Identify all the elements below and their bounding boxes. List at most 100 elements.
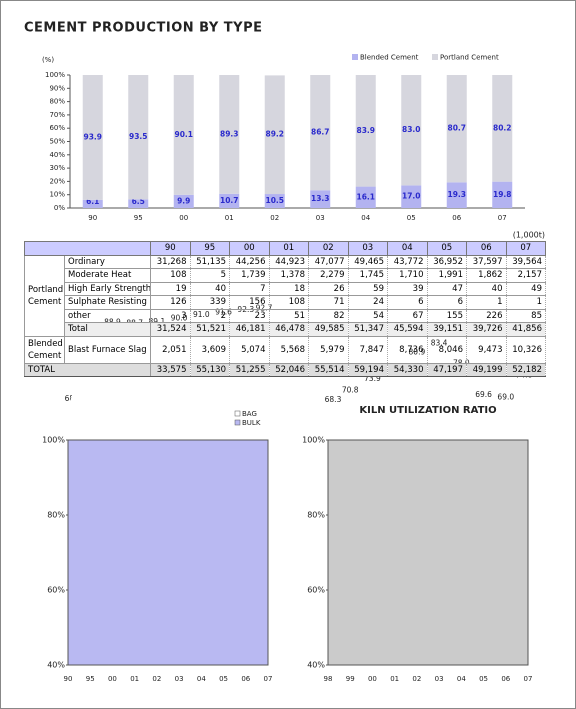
cell: 33,575 [150, 362, 191, 377]
x-tick-label: 00 [108, 675, 117, 683]
cell: 7 [229, 281, 270, 296]
cell: 156 [229, 295, 270, 310]
cell: 7,847 [347, 335, 388, 364]
cell: 9,473 [466, 335, 507, 364]
data-label: 69.6 [475, 390, 492, 399]
x-tick-label: 03 [175, 675, 184, 683]
cell: 6 [426, 295, 467, 310]
x-tick-label: 02 [412, 675, 421, 683]
y-tick-label: 60% [47, 586, 65, 595]
cell: 6 [387, 295, 428, 310]
x-tick-label: 06 [241, 675, 250, 683]
cell: 36,952 [426, 254, 467, 269]
cell: 226 [466, 308, 507, 323]
data-label: 89.2 [265, 130, 284, 139]
data-label: 13.3 [311, 194, 330, 203]
table-row: other 3 2 23 51 82 54 67 155 226 85 [25, 308, 546, 323]
cell: 2,051 [150, 335, 191, 364]
y-tick-label: 70% [49, 111, 65, 119]
data-label: 10.5 [265, 196, 284, 205]
data-label: 68.3 [325, 395, 342, 404]
x-tick-label: 05 [407, 214, 416, 222]
data-label: 73.9 [364, 374, 381, 383]
x-tick-label: 99 [346, 675, 355, 683]
bar-segment [128, 75, 149, 200]
legend-swatch [234, 410, 241, 417]
x-tick-label: 00 [179, 214, 188, 222]
data-label: 19.3 [447, 190, 466, 199]
cell: 51 [268, 308, 309, 323]
row-label: Total [64, 322, 151, 337]
group-label: Blended Cement [24, 335, 65, 364]
y-tick-label: 60% [49, 124, 65, 132]
y-tick-label: 80% [47, 511, 65, 520]
cell: 46,181 [229, 322, 270, 337]
y-tick-label: 80% [49, 98, 65, 106]
y-tick-label: 90% [49, 84, 65, 92]
cell: 55,514 [308, 362, 349, 377]
cell: 26 [308, 281, 349, 296]
row-label: High Early Strength [64, 281, 151, 296]
row-label: Moderate Heat [64, 268, 151, 283]
y-tick-label: 40% [307, 661, 325, 670]
row-label: Blast Furnace Slag [64, 335, 151, 364]
table-row: Moderate Heat 108 5 1,739 1,378 2,279 1,745 1,7… [25, 268, 546, 283]
y-tick-label: 30% [49, 164, 65, 172]
page-title: CEMENT PRODUCTION BY TYPE [24, 21, 262, 36]
bar-segment [219, 193, 240, 208]
cell: 5,568 [268, 335, 309, 364]
x-tick-label: 95 [86, 675, 95, 683]
cell: 54 [347, 308, 388, 323]
legend-swatch [352, 54, 358, 60]
cell: 40 [189, 281, 230, 296]
cell: 43,772 [387, 254, 428, 269]
cell: 46,478 [268, 322, 309, 337]
column-header: 06 [466, 241, 507, 256]
plot-frame [327, 439, 529, 666]
bar-segment [446, 75, 467, 183]
cell: 3,609 [189, 335, 230, 364]
cell: 24 [347, 295, 388, 310]
column-header: 02 [308, 241, 349, 256]
data-label: 93.5 [129, 132, 148, 141]
cell: 155 [426, 308, 467, 323]
cell: 19 [150, 281, 191, 296]
cell: 71 [308, 295, 349, 310]
row-label: Ordinary [64, 254, 151, 269]
cell: 39,564 [505, 254, 546, 269]
row-label: other [64, 308, 151, 323]
bar-segment [128, 199, 149, 208]
cell: 2,279 [308, 268, 349, 283]
column-header: 01 [268, 241, 309, 256]
data-table: 90 95 00 01 02 03 04 05 06 07 Portland Cement Ordin… [24, 241, 546, 377]
cell: 82 [308, 308, 349, 323]
cell: 44,256 [229, 254, 270, 269]
x-tick-label: 03 [316, 214, 325, 222]
bar-segment [173, 194, 194, 208]
cell: 1 [505, 295, 546, 310]
cell: 52,182 [505, 362, 546, 377]
bar-segment [82, 199, 103, 208]
y-axis-label: (%) [42, 56, 54, 64]
legend-label: Blended Cement [360, 54, 419, 62]
bar-segment [401, 185, 422, 208]
x-tick-label: 95 [134, 214, 143, 222]
cell: 51,255 [229, 362, 270, 377]
cell: 47,197 [426, 362, 467, 377]
x-tick-label: 05 [219, 675, 228, 683]
x-tick-label: 03 [435, 675, 444, 683]
cell: 108 [268, 295, 309, 310]
bar-segment [82, 75, 103, 200]
column-header: 04 [387, 241, 428, 256]
cell: 55,130 [189, 362, 230, 377]
cell: 5,074 [229, 335, 270, 364]
bar-segment [401, 75, 422, 186]
area [68, 440, 268, 665]
y-tick-label: 60% [307, 586, 325, 595]
table-row: Blended Cement Blast Furnace Slag 2,051 3,6… [24, 335, 546, 364]
x-tick-label: 02 [270, 214, 279, 222]
data-label: 90.1 [174, 130, 193, 139]
cell: 49 [505, 281, 546, 296]
legend-swatch [432, 54, 438, 60]
